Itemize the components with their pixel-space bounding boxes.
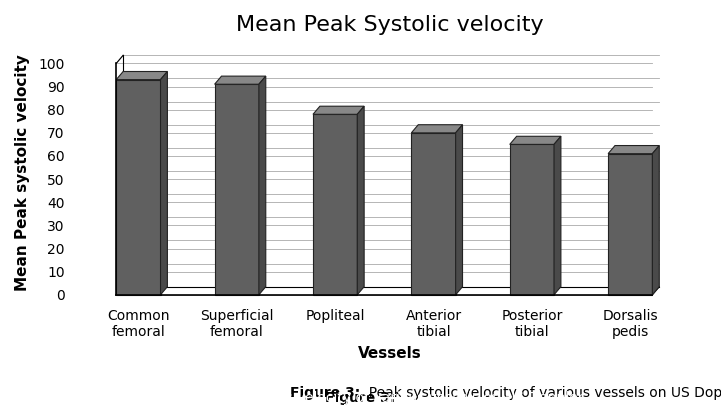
X-axis label: Vessels: Vessels [358, 346, 422, 361]
Polygon shape [116, 72, 167, 80]
Text: Figure 3:  Peak systolic velocity of various vessels on US Doppler.: Figure 3: Peak systolic velocity of vari… [134, 391, 587, 405]
Polygon shape [456, 125, 462, 295]
Polygon shape [554, 136, 561, 295]
Polygon shape [358, 106, 364, 295]
Polygon shape [510, 136, 561, 144]
Polygon shape [215, 84, 259, 295]
Polygon shape [116, 80, 161, 295]
Polygon shape [608, 146, 659, 154]
Text: Peak systolic velocity of various vessels on US Doppler.: Peak systolic velocity of various vessel… [360, 386, 721, 400]
Polygon shape [653, 146, 659, 295]
Polygon shape [412, 133, 456, 295]
Polygon shape [608, 154, 653, 295]
Polygon shape [259, 76, 266, 295]
Text: Figure 3:: Figure 3: [325, 391, 396, 405]
Y-axis label: Mean Peak systolic velocity: Mean Peak systolic velocity [15, 54, 30, 290]
Polygon shape [510, 144, 554, 295]
Title: Mean Peak Systolic velocity: Mean Peak Systolic velocity [236, 15, 544, 35]
Polygon shape [215, 76, 266, 84]
Polygon shape [412, 125, 462, 133]
Text: Figure 3:: Figure 3: [291, 386, 360, 400]
Polygon shape [161, 72, 167, 295]
Polygon shape [313, 114, 358, 295]
Polygon shape [313, 106, 364, 114]
